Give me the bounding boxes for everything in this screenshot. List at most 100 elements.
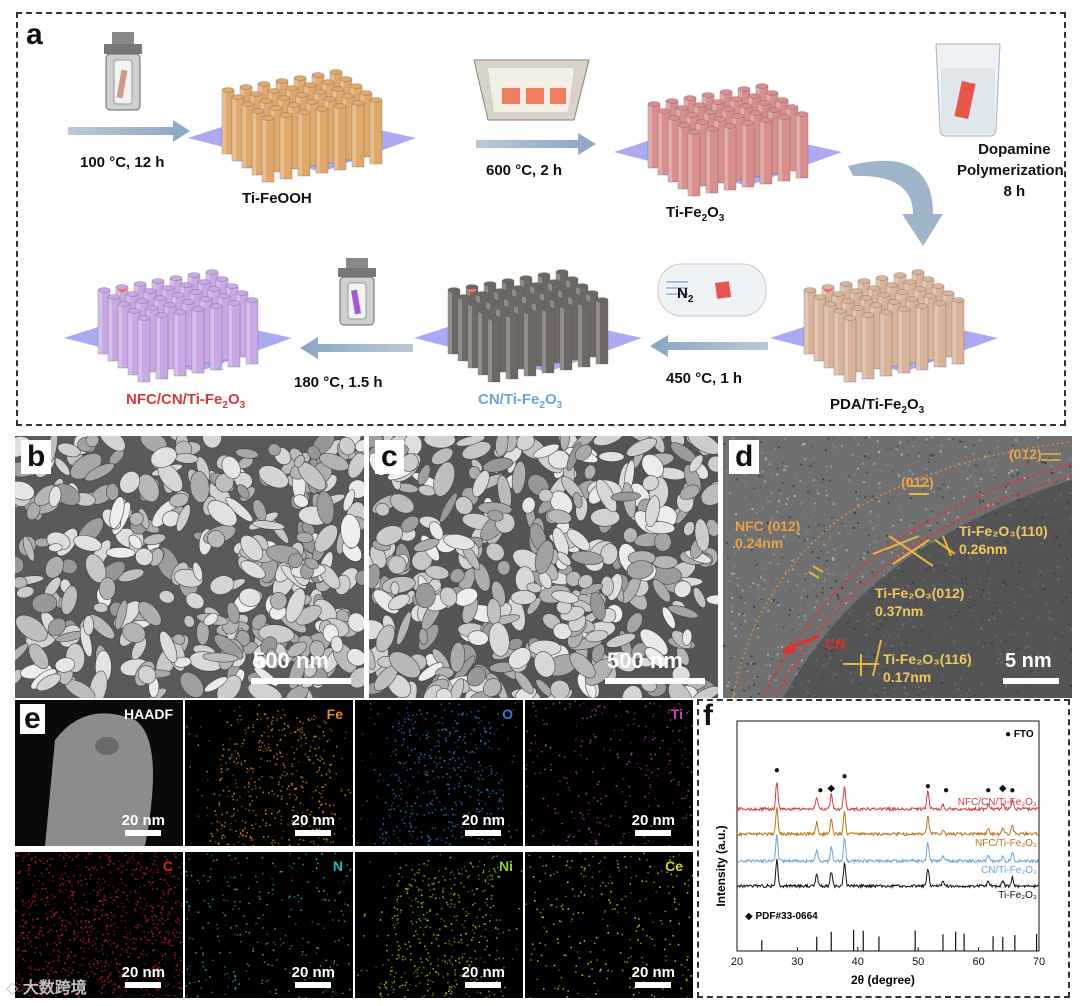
eds-dot: [300, 745, 302, 747]
grain: [83, 615, 95, 636]
eds-dot: [24, 988, 26, 990]
eds-dot: [668, 772, 671, 775]
eds-dot: [649, 702, 651, 705]
eds-dot: [115, 967, 118, 969]
eds-dot: [449, 733, 452, 735]
eds-dot: [99, 856, 101, 859]
grain: [269, 592, 288, 610]
eds-dot: [105, 991, 107, 994]
noise: [845, 602, 848, 605]
eds-dot: [304, 978, 307, 981]
eds-dot: [205, 969, 207, 971]
grain: [433, 461, 456, 497]
sample-nfc-mid: O: [227, 391, 240, 408]
eds-dot: [111, 923, 113, 926]
eds-dot: [153, 914, 156, 917]
noise: [811, 550, 814, 553]
eds-dot: [233, 876, 236, 879]
noise: [845, 573, 848, 576]
condition-5: 180 °C, 1.5 h: [294, 374, 383, 391]
nanorod: [279, 112, 293, 180]
eds-dot: [322, 789, 324, 792]
eds-dot: [236, 786, 239, 789]
eds-dot: [234, 900, 236, 903]
eds-dot: [104, 899, 106, 901]
eds-dot: [246, 767, 249, 770]
eds-dot: [129, 975, 132, 977]
eds-dot: [398, 776, 401, 779]
eds-dot: [135, 938, 137, 940]
eds-dot: [569, 834, 571, 837]
eds-dot: [468, 811, 470, 814]
eds-dot: [465, 766, 468, 769]
sem-texture-c: [369, 436, 718, 698]
eds-dot: [484, 879, 487, 881]
grain: [417, 464, 431, 486]
eds-dot: [191, 938, 194, 940]
eds-dot: [435, 971, 437, 973]
noise: [761, 507, 764, 510]
eds-dot: [427, 840, 430, 843]
noise: [805, 531, 808, 534]
eds-dot: [450, 829, 453, 832]
eds-dot: [446, 783, 448, 786]
eds-dot: [31, 896, 34, 899]
eds-dot: [497, 807, 500, 810]
noise: [1012, 444, 1015, 447]
eds-dot: [92, 867, 95, 870]
eds-dot: [412, 830, 415, 833]
eds-dot: [298, 996, 301, 998]
eds-dot: [347, 944, 350, 946]
eds-dot: [518, 907, 520, 910]
eds-dot: [218, 804, 221, 806]
eds-dot: [181, 931, 183, 934]
eds-dot: [284, 766, 286, 769]
eds-dot: [598, 781, 600, 783]
eds-dot: [566, 782, 568, 784]
eds-dot: [480, 719, 483, 722]
eds-dot: [440, 839, 443, 841]
eds-dot: [437, 775, 439, 778]
eds-dot: [66, 958, 68, 960]
annotation-116-line-1: Ti-Fe₂O₃(116): [883, 651, 972, 667]
eds-dot: [21, 980, 23, 983]
grain: [238, 587, 262, 607]
grain: [296, 532, 314, 544]
noise: [736, 584, 739, 587]
grain: [179, 671, 204, 698]
eds-dot: [429, 889, 431, 891]
eds-dot: [104, 969, 106, 971]
noise: [917, 451, 920, 454]
noise: [907, 479, 910, 482]
eds-dot: [312, 829, 314, 831]
annotation-012-fe2o3-line-1: Ti-Fe₂O₃(012): [875, 585, 965, 601]
noise: [868, 543, 871, 546]
eds-dot: [236, 718, 239, 721]
eds-dot: [476, 808, 478, 810]
eds-dot: [137, 861, 140, 864]
eds-dot: [302, 790, 304, 793]
noise: [766, 500, 769, 503]
eds-dot: [144, 915, 147, 917]
eds-dot: [449, 856, 452, 859]
eds-dot: [19, 870, 21, 872]
eds-dot: [168, 931, 170, 934]
grain: [225, 497, 253, 522]
noise: [805, 538, 808, 541]
eds-dot: [142, 980, 145, 982]
eds-dot: [173, 985, 175, 988]
eds-dot: [161, 907, 163, 910]
eds-dot: [67, 975, 70, 977]
eds-dot: [433, 792, 436, 795]
eds-dot: [405, 761, 407, 764]
eds-dot: [105, 928, 108, 931]
eds-dot: [657, 805, 660, 807]
eds-dot: [51, 907, 54, 910]
eds-dot: [315, 952, 318, 954]
eds-dot: [515, 928, 518, 930]
eds-dot: [669, 748, 672, 750]
eds-map-image: [15, 852, 183, 998]
eds-dot: [72, 894, 74, 897]
eds-dot: [157, 967, 159, 970]
eds-dot: [596, 817, 599, 819]
